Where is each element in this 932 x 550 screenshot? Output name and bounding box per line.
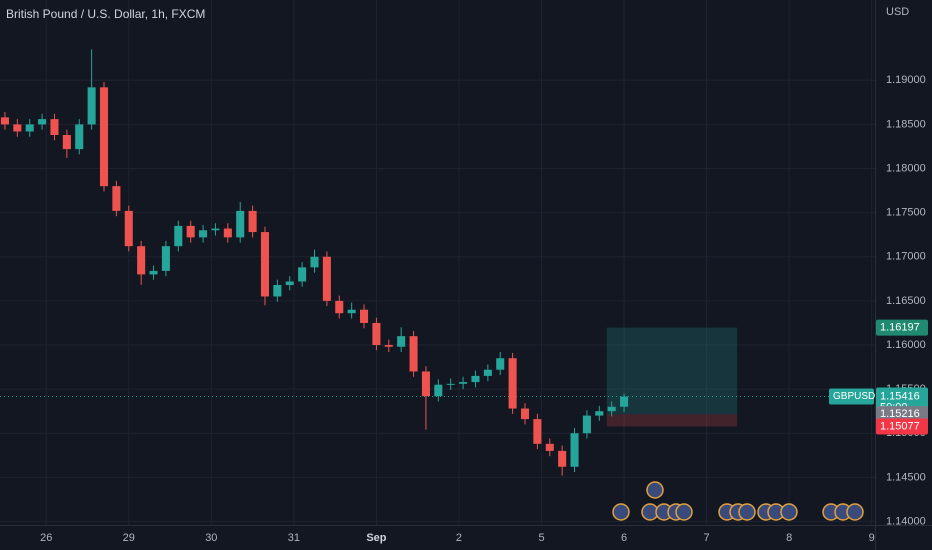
candle-body: [508, 358, 517, 409]
stop-zone: [606, 414, 738, 427]
candle-body: [607, 406, 616, 412]
candle-body: [459, 382, 468, 384]
candle-body: [149, 270, 158, 275]
y-tick-label: 1.16500: [886, 295, 926, 307]
event-icon: [646, 481, 664, 499]
candle-body: [397, 336, 406, 347]
plot: [0, 49, 875, 476]
candle-body: [310, 256, 319, 268]
candle-body: [285, 281, 294, 285]
stop-price-label: 1.15077: [880, 420, 920, 432]
candle-body: [434, 384, 443, 397]
candle-body: [0, 117, 9, 125]
candle-body: [248, 210, 257, 233]
candle-body: [236, 210, 245, 238]
candle-body: [360, 309, 369, 323]
candle-body: [112, 186, 121, 211]
candle-body: [260, 232, 270, 297]
candle-body: [471, 375, 480, 383]
y-tick-label: 1.14500: [886, 471, 926, 483]
target-price-label: 1.16197: [880, 322, 920, 334]
candle-body: [186, 225, 195, 238]
candle-body: [199, 230, 208, 238]
candle-body: [595, 411, 604, 416]
candle-body: [533, 419, 542, 444]
y-tick-label: 1.18500: [886, 118, 926, 130]
candle-body: [570, 433, 579, 467]
candle-body: [335, 300, 344, 314]
chart-title: British Pound / U.S. Dollar, 1h, FXCM: [6, 7, 205, 21]
x-tick-label: 30: [205, 532, 217, 544]
candle-body: [13, 124, 22, 132]
y-tick-label: 1.14000: [886, 515, 926, 527]
candle-body: [322, 256, 331, 301]
stop-price-label-bg: [876, 418, 928, 435]
x-tick-label: 26: [40, 532, 52, 544]
candle-body: [520, 408, 530, 420]
candle-body: [298, 267, 307, 282]
candle-body: [347, 309, 356, 314]
candle-body: [87, 87, 96, 125]
y-tick-label: 1.17500: [886, 207, 926, 219]
candle-body: [409, 336, 418, 372]
candle-body: [483, 369, 492, 376]
x-tick-label: 5: [538, 532, 544, 544]
candle-body: [372, 322, 381, 345]
entry-price-label: 1.15216: [880, 408, 920, 420]
event-icon: [675, 503, 693, 521]
grid: [0, 0, 875, 525]
y-tick-label: 1.19000: [886, 74, 926, 86]
event-icon: [738, 503, 756, 521]
y-unit: USD: [886, 6, 909, 18]
x-tick-label: 8: [786, 532, 792, 544]
x-tick-label: Sep: [366, 532, 386, 544]
candle-body: [545, 443, 554, 451]
candle-body: [25, 124, 34, 132]
candle-body: [496, 358, 505, 370]
candle-body: [223, 228, 232, 238]
candle-body: [174, 225, 183, 247]
x-tick-label: 2: [456, 532, 462, 544]
y-tick-label: 1.17000: [886, 251, 926, 263]
candle-body: [99, 87, 109, 187]
candle-body: [50, 119, 59, 135]
event-icon: [612, 503, 630, 521]
target-price-label-bg: [876, 319, 928, 336]
event-icon: [780, 503, 798, 521]
symbol-bg: [829, 388, 874, 405]
entry-price-label-bg: [876, 406, 928, 423]
candle-body: [75, 124, 84, 150]
candle-body: [161, 246, 170, 271]
candle-body: [62, 135, 71, 150]
candle-body: [38, 119, 47, 125]
y-tick-label: 1.18000: [886, 162, 926, 174]
candle-body: [273, 285, 282, 297]
event-icon: [846, 503, 864, 521]
event-icons: [612, 481, 864, 521]
candle-body: [620, 396, 629, 407]
candle-body: [558, 450, 567, 467]
candle-body: [211, 228, 220, 231]
x-tick-label: 6: [621, 532, 627, 544]
candle-body: [446, 383, 455, 385]
candle-body: [124, 210, 133, 247]
x-tick-label: 7: [704, 532, 710, 544]
last-price-label: 1.15416: [880, 390, 920, 402]
candle-body: [384, 345, 393, 347]
target-zone: [606, 327, 738, 415]
x-tick-label: 31: [288, 532, 300, 544]
candle-body: [137, 246, 146, 275]
x-tick-label: 9: [869, 532, 875, 544]
symbol-label: GBPUSD: [833, 391, 875, 402]
candle-body: [421, 371, 430, 397]
x-tick-label: 29: [123, 532, 135, 544]
y-tick-label: 1.16000: [886, 339, 926, 351]
candle-body: [582, 415, 591, 434]
